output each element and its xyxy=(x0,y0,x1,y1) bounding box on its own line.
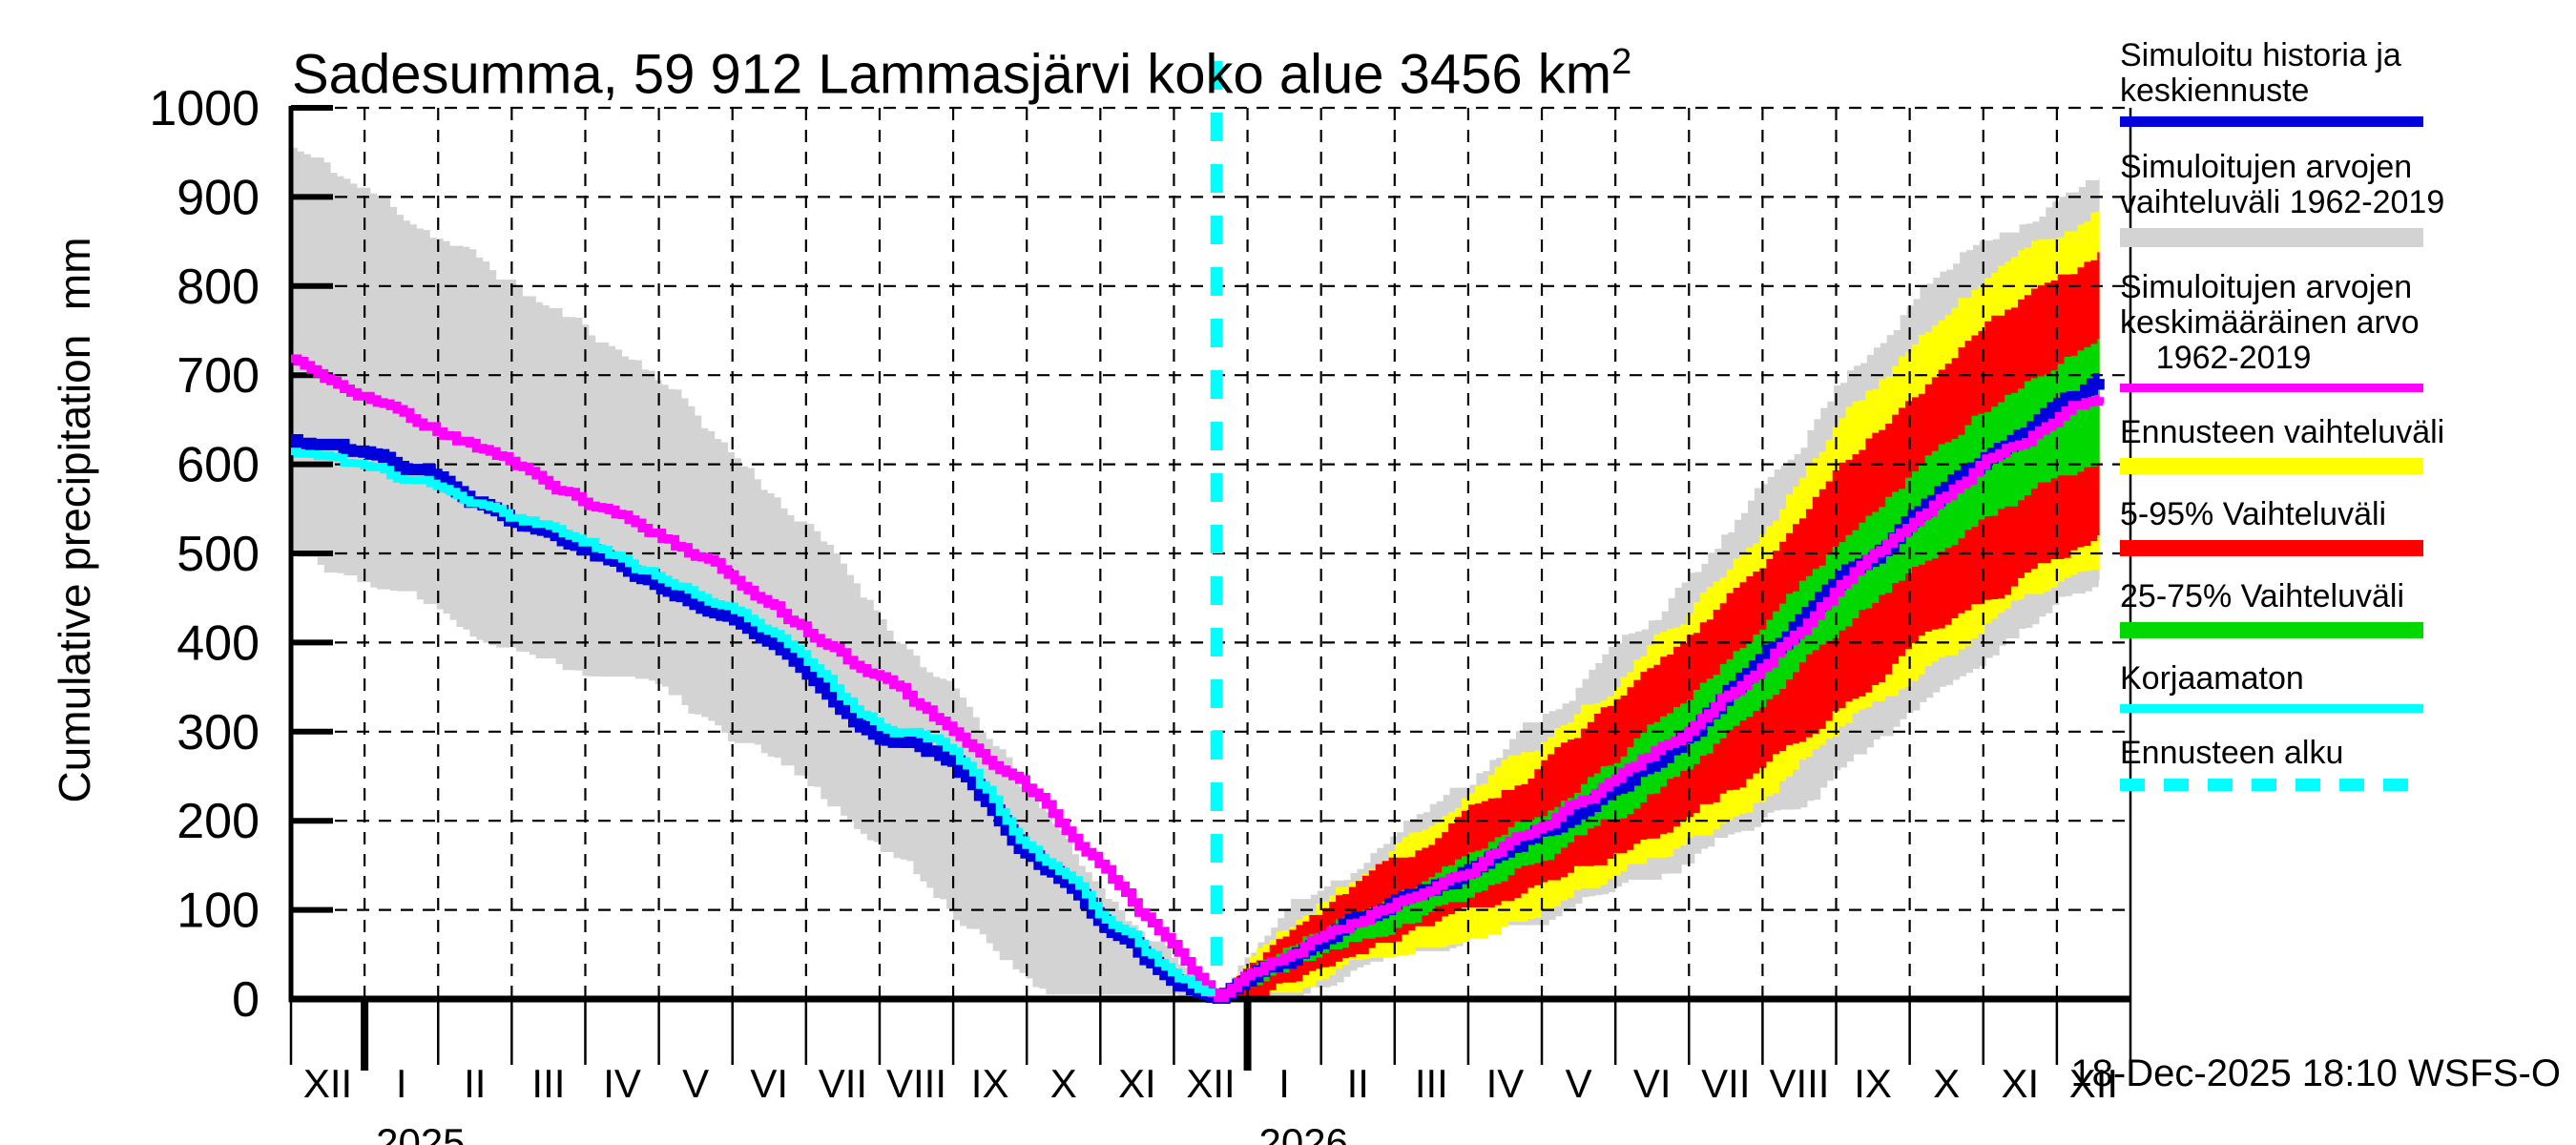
y-tick-label-800: 800 xyxy=(177,260,260,315)
legend-item-range-25-75: 25-75% Vaihteluväli xyxy=(2120,579,2568,638)
month-label-17: V xyxy=(1566,1061,1592,1106)
y-tick-label-600: 600 xyxy=(177,438,260,493)
series-uncorrected xyxy=(291,448,1215,997)
legend-swatch-sim-mean xyxy=(2120,384,2423,392)
legend-label-line: Ennusteen alku xyxy=(2120,735,2344,771)
legend-label-sim-mean: Simuloitujen arvojen keskimääräinen arvo … xyxy=(2120,270,2568,376)
legend-item-forecast-start: Ennusteen alku xyxy=(2120,736,2568,791)
month-label-21: IX xyxy=(1854,1061,1892,1106)
legend-swatch-forecast-start xyxy=(2120,779,2423,791)
legend-label-uncorrected: Korjaamaton xyxy=(2120,661,2568,697)
month-label-10: X xyxy=(1050,1061,1077,1106)
year-label-2026: 2026 xyxy=(1259,1120,1348,1145)
month-label-19: VII xyxy=(1701,1061,1750,1106)
band-range-25-75 xyxy=(1216,338,2100,999)
y-tick-label-200: 200 xyxy=(177,794,260,849)
legend: Simuloitu historia ja keskiennuste Simuloi… xyxy=(2120,38,2568,814)
timestamp: 18-Dec-2025 18:10 WSFS-O xyxy=(2070,1052,2561,1094)
month-label-16: IV xyxy=(1486,1061,1525,1106)
y-tick-label-1000: 1000 xyxy=(149,81,260,136)
month-label-14: II xyxy=(1347,1061,1369,1106)
month-label-2: II xyxy=(464,1061,486,1106)
legend-item-range-5-95: 5-95% Vaihteluväli xyxy=(2120,497,2568,556)
legend-label-sim-range: Simuloitujen arvojen vaihteluväli 1962-20… xyxy=(2120,150,2568,220)
legend-label-line: Ennusteen vaihteluväli xyxy=(2120,414,2445,450)
band-range-5-95 xyxy=(1216,248,2100,999)
month-label-23: XI xyxy=(2001,1061,2039,1106)
legend-item-sim-range: Simuloitujen arvojen vaihteluväli 1962-20… xyxy=(2120,150,2568,247)
legend-label-line: vaihteluväli 1962-2019 xyxy=(2120,184,2445,220)
legend-label-line: Korjaamaton xyxy=(2120,660,2304,697)
legend-swatch-uncorrected xyxy=(2120,704,2423,713)
legend-swatch-forecast-range xyxy=(2120,458,2423,474)
y-tick-label-700: 700 xyxy=(177,348,260,404)
legend-swatch-sim-history-mean xyxy=(2120,116,2423,127)
month-label-3: III xyxy=(531,1061,565,1106)
legend-item-sim-mean: Simuloitujen arvojen keskimääräinen arvo … xyxy=(2120,270,2568,392)
legend-label-line: 1962-2019 xyxy=(2120,340,2312,376)
month-label-0: XII xyxy=(303,1061,352,1106)
month-label-24: XII xyxy=(2069,1061,2118,1106)
month-label-1: I xyxy=(396,1061,407,1106)
month-label-9: IX xyxy=(971,1061,1009,1106)
legend-label-forecast-range: Ennusteen vaihteluväli xyxy=(2120,415,2568,450)
month-label-18: VI xyxy=(1633,1061,1672,1106)
legend-label-line: keskiennuste xyxy=(2120,73,2310,109)
y-tick-label-300: 300 xyxy=(177,705,260,760)
month-label-5: V xyxy=(682,1061,709,1106)
y-tick-label-500: 500 xyxy=(177,527,260,582)
legend-label-forecast-start: Ennusteen alku xyxy=(2120,736,2568,771)
chart-title-text: Sadesumma, 59 912 Lammasjärvi koko alue … xyxy=(292,43,1612,106)
month-label-12: XII xyxy=(1186,1061,1235,1106)
month-label-13: I xyxy=(1278,1061,1290,1106)
legend-swatch-range-5-95 xyxy=(2120,540,2423,556)
series-sim-mean-1962-2019 xyxy=(291,354,2105,1003)
month-label-4: IV xyxy=(603,1061,641,1106)
legend-item-forecast-range: Ennusteen vaihteluväli xyxy=(2120,415,2568,474)
legend-item-uncorrected: Korjaamaton xyxy=(2120,661,2568,713)
chart-title-superscript: 2 xyxy=(1611,42,1632,82)
legend-label-line: 25-75% Vaihteluväli xyxy=(2120,578,2404,614)
month-label-20: VIII xyxy=(1769,1061,1829,1106)
y-tick-label-100: 100 xyxy=(177,884,260,939)
legend-label-line: Simuloitujen arvojen xyxy=(2120,269,2413,305)
month-label-11: XI xyxy=(1118,1061,1156,1106)
legend-label-line: Simuloitu historia ja xyxy=(2120,37,2401,73)
legend-label-range-25-75: 25-75% Vaihteluväli xyxy=(2120,579,2568,614)
legend-label-line: keskimääräinen arvo xyxy=(2120,304,2420,341)
legend-label-range-5-95: 5-95% Vaihteluväli xyxy=(2120,497,2568,532)
y-tick-label-400: 400 xyxy=(177,615,260,671)
month-label-8: VIII xyxy=(886,1061,946,1106)
month-label-15: III xyxy=(1415,1061,1448,1106)
year-label-2025: 2025 xyxy=(376,1120,465,1145)
band-forecast-range xyxy=(1216,209,2100,999)
chart-title: Sadesumma, 59 912 Lammasjärvi koko alue … xyxy=(292,42,1631,106)
legend-label-sim-history-mean: Simuloitu historia ja keskiennuste xyxy=(2120,38,2568,109)
month-label-22: X xyxy=(1933,1061,1960,1106)
y-tick-label-0: 0 xyxy=(232,972,260,1028)
legend-swatch-sim-range xyxy=(2120,228,2423,247)
month-label-7: VII xyxy=(819,1061,867,1106)
y-axis-title: Cumulative precipitation mm xyxy=(50,237,99,803)
month-label-6: VI xyxy=(750,1061,788,1106)
legend-item-sim-history-mean: Simuloitu historia ja keskiennuste xyxy=(2120,38,2568,127)
legend-label-line: Simuloitujen arvojen xyxy=(2120,149,2413,185)
legend-label-line: 5-95% Vaihteluväli xyxy=(2120,496,2387,532)
legend-swatch-range-25-75 xyxy=(2120,622,2423,638)
y-tick-label-900: 900 xyxy=(177,170,260,225)
